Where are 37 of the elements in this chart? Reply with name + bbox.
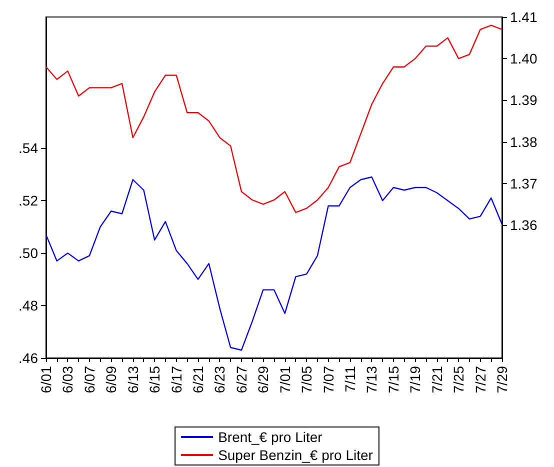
legend-label: Brent_€ pro Liter [218, 429, 323, 445]
x-tick-label: 6/17 [168, 366, 184, 394]
x-tick-label: 7/07 [320, 366, 336, 394]
x-tick-label: 6/09 [103, 366, 120, 394]
y2-tick-label: 1.37 [510, 175, 538, 192]
y-tick-label: .48 [18, 298, 38, 314]
x-tick-label: 6/21 [190, 366, 206, 394]
x-tick-label: 6/01 [38, 366, 54, 394]
x-tick-label: 7/01 [276, 366, 293, 394]
y-tick-label: .46 [18, 350, 38, 366]
y2-tick-label: 1.40 [510, 50, 538, 67]
line-series [45, 176, 503, 351]
x-tick-label: 6/15 [146, 366, 163, 394]
y2-tick-label: 1.39 [510, 92, 538, 108]
x-tick-label: 6/13 [124, 366, 141, 394]
line-series [45, 24, 503, 214]
x-tick-label: 7/29 [494, 366, 510, 394]
y2-tick-label: 1.41 [510, 9, 538, 25]
x-tick-label: 7/15 [385, 366, 402, 394]
x-tick-label: 6/27 [233, 366, 250, 394]
x-tick-label: 7/27 [472, 366, 488, 394]
x-tick-label: 6/03 [60, 366, 76, 394]
legend-label: Super Benzin_€ pro Liter [218, 447, 374, 463]
x-tick-label: 7/19 [407, 366, 424, 394]
x-tick-label: 7/13 [364, 366, 380, 394]
x-tick-label: 6/07 [81, 366, 98, 394]
x-tick-label: 7/11 [342, 366, 358, 392]
x-tick-label: 6/23 [212, 366, 228, 394]
y2-tick-label: 1.38 [510, 134, 538, 150]
x-tick-label: 7/05 [298, 366, 315, 394]
y2-tick-label: 1.36 [510, 216, 538, 233]
y-tick-label: .50 [18, 245, 38, 262]
x-tick-label: 6/29 [255, 366, 272, 394]
y-tick-label: .54 [18, 140, 38, 156]
y-tick-label: .52 [18, 192, 38, 209]
x-tick-label: 7/21 [428, 366, 445, 394]
x-tick-label: 7/25 [450, 366, 467, 394]
